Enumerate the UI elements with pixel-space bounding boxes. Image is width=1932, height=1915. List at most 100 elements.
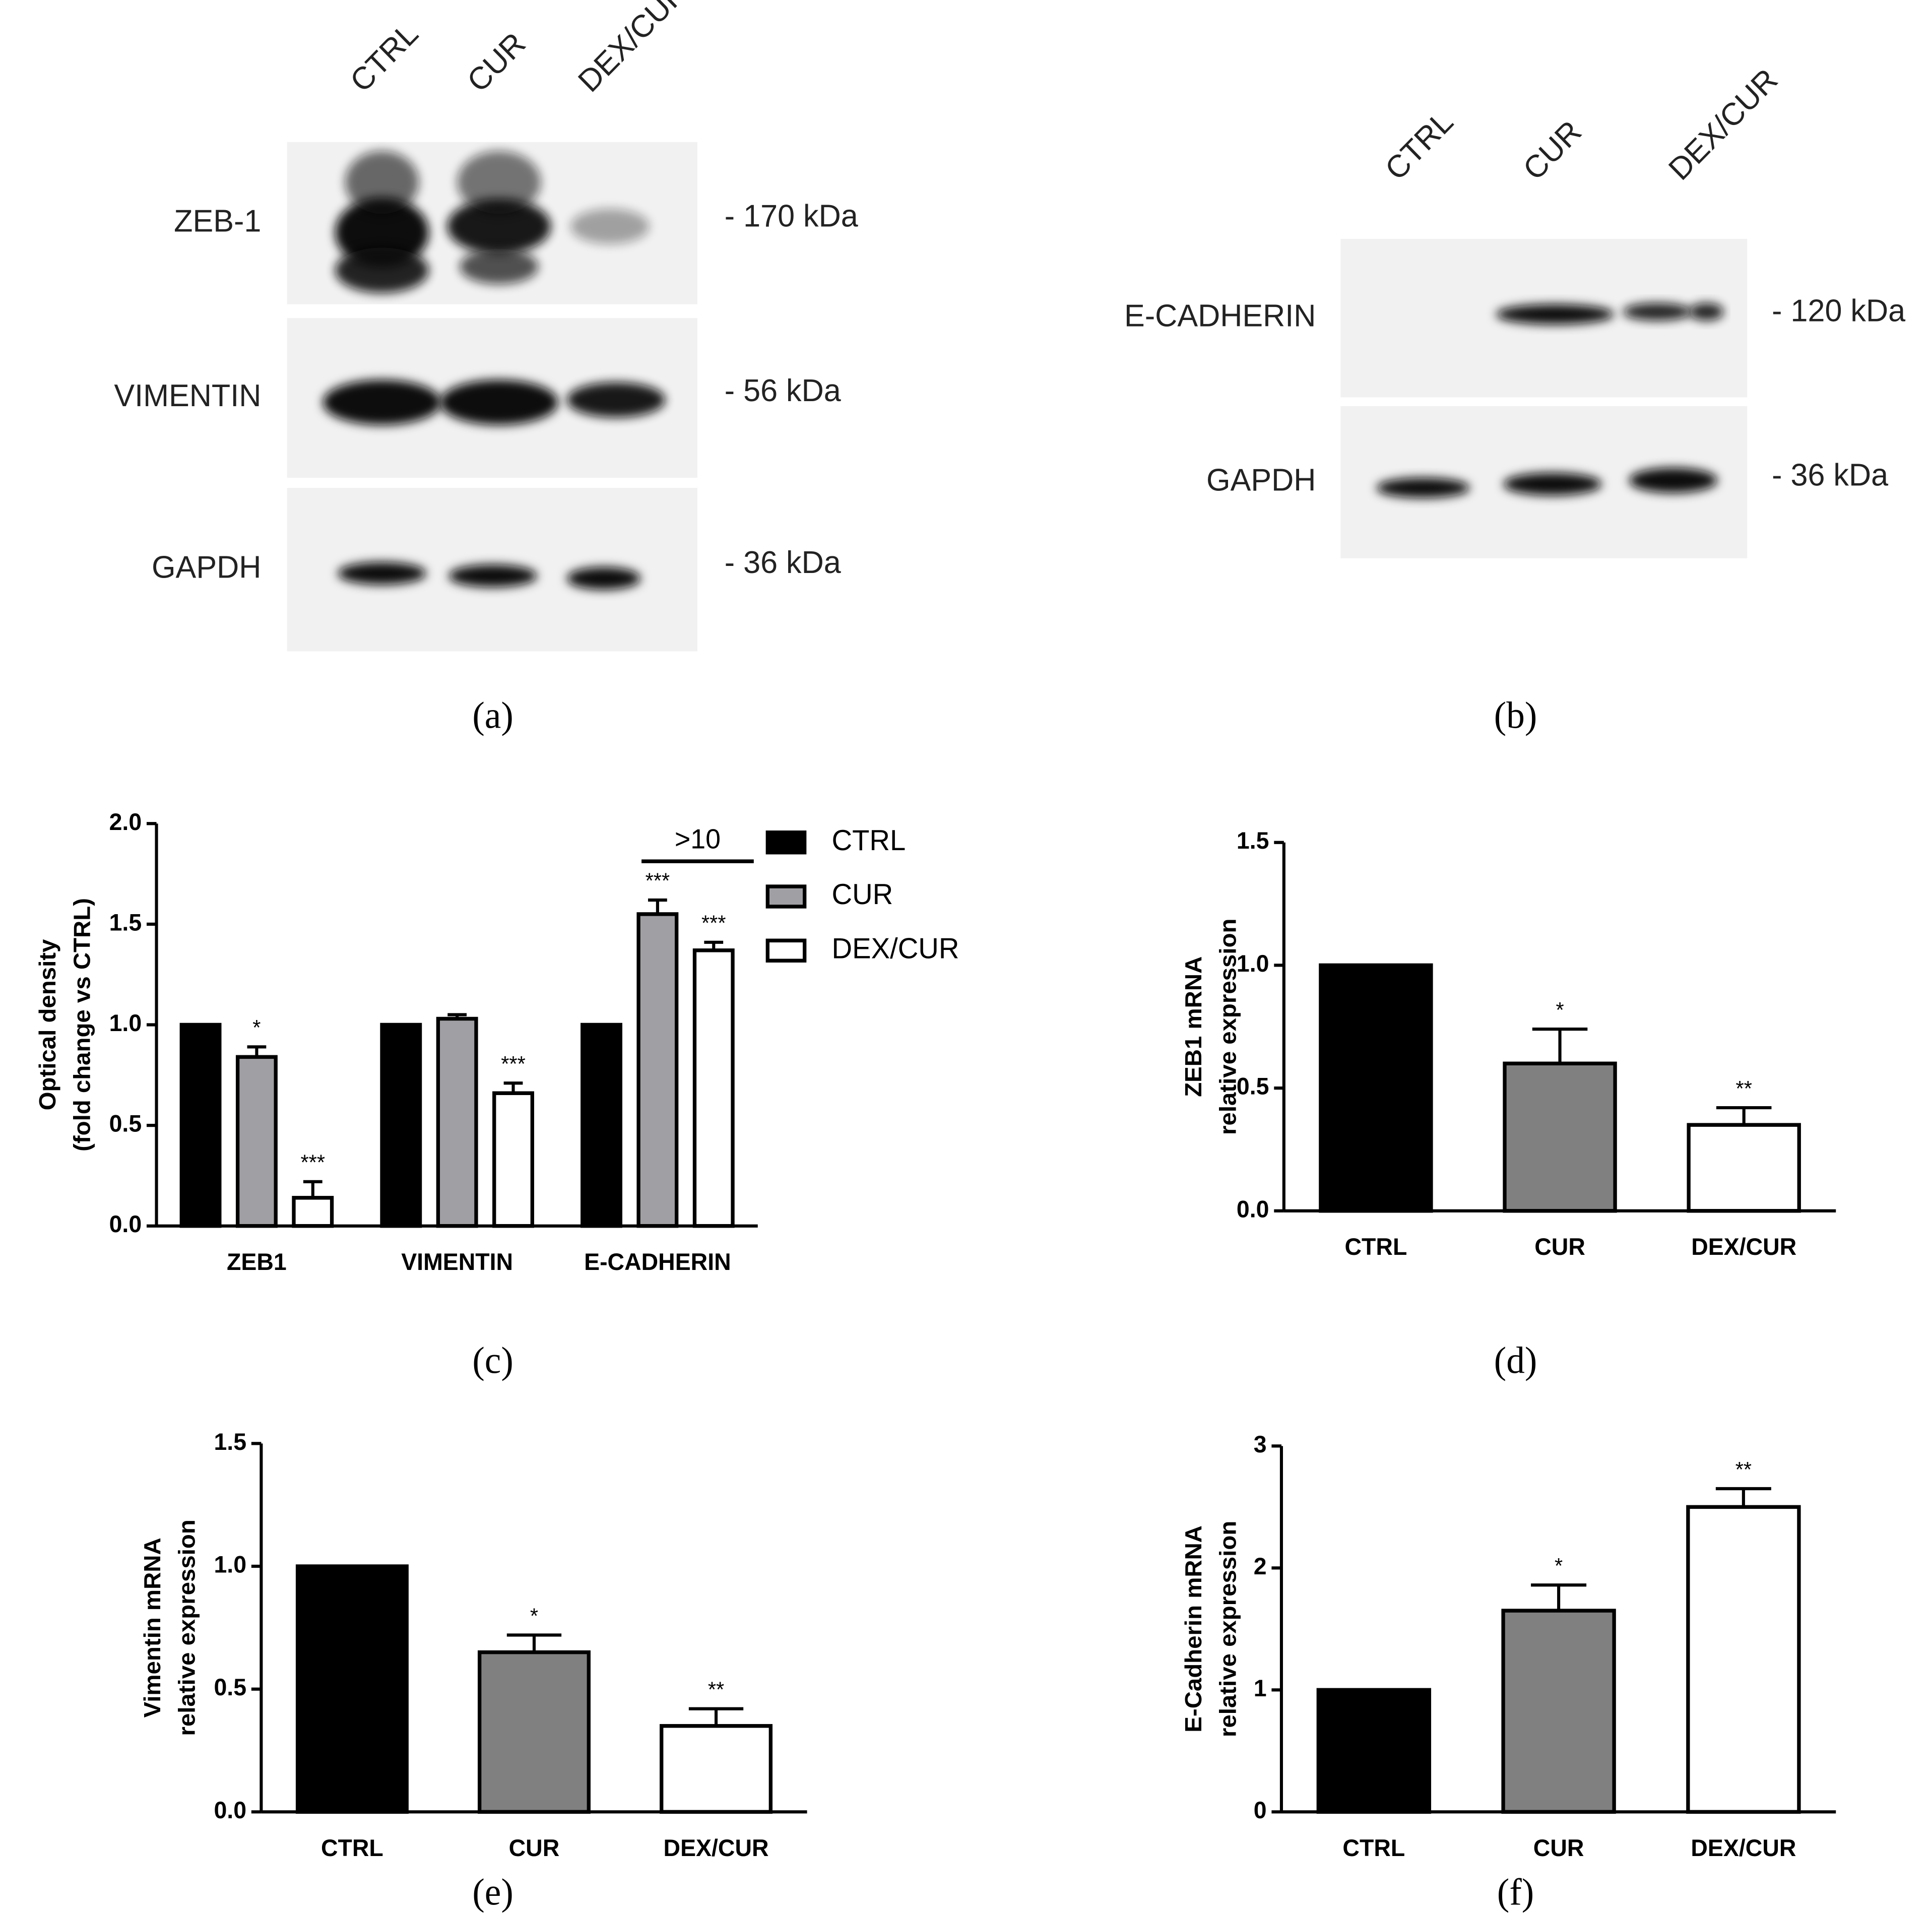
band — [460, 249, 539, 284]
y-tick-label: 1.5 — [1237, 827, 1269, 854]
y-tick-label: 0.5 — [109, 1110, 142, 1137]
x-tick-label: E-CADHERIN — [584, 1249, 731, 1275]
band — [323, 379, 441, 425]
y-axis-label: ZEB1 mRNA — [1180, 956, 1206, 1097]
band — [337, 562, 427, 585]
band — [335, 247, 429, 293]
x-tick-label: CUR — [509, 1834, 560, 1861]
y-axis-label: relative expression — [1215, 919, 1241, 1135]
significance: * — [1556, 998, 1564, 1022]
bar — [436, 1016, 478, 1228]
y-tick-label: 3 — [1254, 1431, 1267, 1457]
x-tick-label: DEX/CUR — [664, 1834, 769, 1861]
x-tick-label: CTRL — [321, 1834, 383, 1861]
bar — [1686, 1505, 1801, 1814]
y-axis-label: relative expression — [174, 1519, 200, 1736]
y-tick-label: 0.0 — [109, 1211, 142, 1238]
row-label: VIMENTIN — [114, 378, 261, 414]
bar — [660, 1724, 773, 1814]
lane-label: DEX/CUR — [571, 0, 694, 99]
lane-label: DEX/CUR — [1662, 62, 1784, 187]
x-tick-label: VIMENTIN — [401, 1249, 513, 1275]
bar — [295, 1564, 409, 1814]
row-label: ZEB-1 — [174, 204, 261, 239]
significance: *** — [301, 1151, 326, 1174]
significance: * — [530, 1604, 538, 1627]
legend-label: DEX/CUR — [831, 933, 959, 965]
size-label: - 170 kDa — [725, 199, 859, 234]
y-tick-label: 1 — [1254, 1675, 1267, 1701]
x-tick-label: CTRL — [1342, 1834, 1405, 1861]
panel-label: (d) — [1494, 1340, 1537, 1382]
bar — [1501, 1609, 1616, 1814]
legend-swatch — [765, 884, 807, 909]
band — [1689, 303, 1724, 321]
y-axis-label: (fold change vs CTRL) — [69, 898, 95, 1152]
significance: *** — [701, 911, 726, 935]
y-axis-label: relative expression — [1215, 1521, 1241, 1737]
bar — [581, 1023, 622, 1228]
y-tick-label: 0.5 — [214, 1674, 246, 1701]
y-axis-label: E-Cadherin mRNA — [1180, 1525, 1206, 1733]
y-tick-label: 0.0 — [214, 1797, 246, 1823]
bar — [636, 912, 679, 1228]
bar — [292, 1196, 334, 1228]
bar — [492, 1091, 534, 1228]
bar — [1319, 963, 1433, 1213]
band — [566, 567, 641, 590]
panel-label: (c) — [472, 1340, 513, 1382]
band — [345, 151, 419, 214]
bar — [179, 1023, 222, 1228]
size-label: - 56 kDa — [725, 373, 842, 409]
legend-label: CUR — [831, 879, 893, 911]
bar — [380, 1023, 422, 1228]
legend-swatch — [765, 830, 807, 855]
band — [570, 209, 650, 244]
legend-label: CTRL — [831, 824, 906, 857]
band — [447, 199, 551, 254]
band — [448, 564, 538, 588]
y-tick-label: 2 — [1254, 1553, 1267, 1579]
y-tick-label: 0.0 — [1237, 1196, 1269, 1223]
bar — [1687, 1123, 1801, 1213]
significance: *** — [501, 1052, 526, 1075]
y-tick-label: 1.5 — [214, 1428, 246, 1455]
significance: ** — [1736, 1076, 1752, 1100]
y-tick-label: 1.0 — [1237, 950, 1269, 977]
band — [1629, 468, 1718, 493]
lane-label: CUR — [461, 26, 532, 99]
panel-label: (e) — [472, 1872, 513, 1913]
size-label: - 36 kDa — [725, 545, 842, 580]
band — [1623, 303, 1692, 321]
band — [457, 151, 541, 214]
panel-label: (f) — [1497, 1872, 1534, 1913]
band — [439, 379, 558, 425]
x-tick-label: ZEB1 — [227, 1249, 287, 1275]
lane-label: CTRL — [1379, 104, 1460, 187]
band — [335, 197, 429, 268]
x-tick-label: CUR — [1534, 1234, 1585, 1260]
x-tick-label: DEX/CUR — [1691, 1234, 1796, 1260]
y-tick-label: 0 — [1254, 1797, 1267, 1823]
lane-label: CTRL — [344, 16, 425, 99]
y-tick-label: 2.0 — [109, 808, 142, 835]
y-tick-label: 1.0 — [109, 1010, 142, 1037]
y-tick-label: 1.5 — [109, 909, 142, 936]
row-label: GAPDH — [152, 550, 261, 585]
row-label: GAPDH — [1206, 463, 1316, 498]
x-tick-label: CUR — [1533, 1834, 1584, 1861]
size-label: - 120 kDa — [1772, 293, 1906, 329]
significance: * — [252, 1015, 261, 1039]
significance: * — [1555, 1554, 1563, 1577]
bar — [1316, 1688, 1432, 1814]
panel-label: (a) — [472, 695, 513, 737]
y-tick-label: 1.0 — [214, 1551, 246, 1578]
significance: ** — [1735, 1457, 1752, 1481]
band — [1496, 304, 1615, 325]
significance: ** — [708, 1678, 724, 1701]
band — [1376, 478, 1470, 498]
bar — [1503, 1061, 1617, 1213]
significance: *** — [646, 869, 670, 892]
panel-label: (b) — [1494, 695, 1537, 737]
